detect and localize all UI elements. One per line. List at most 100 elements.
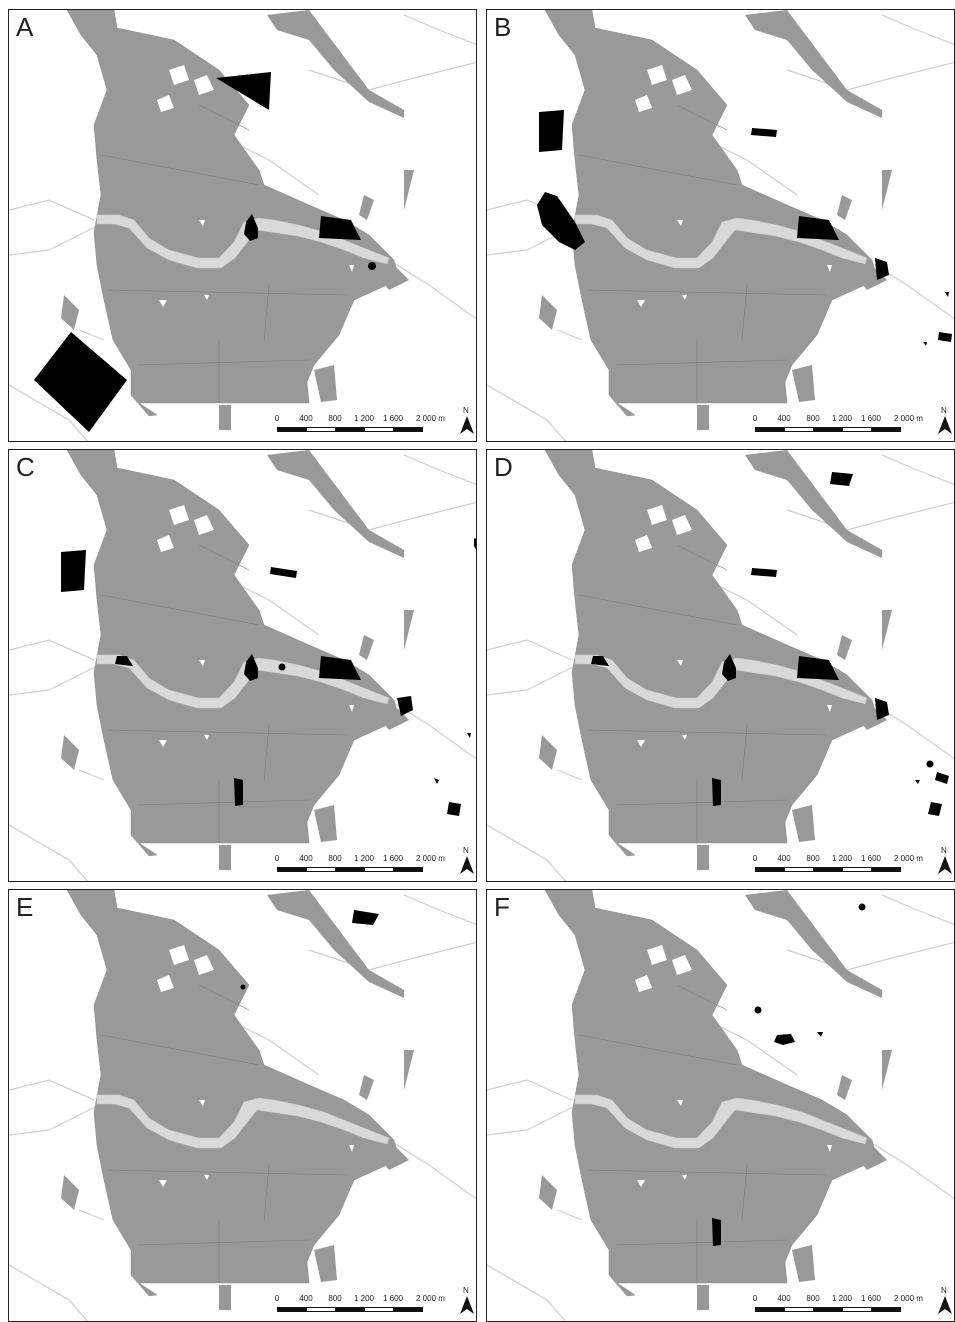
scale-bar-tick-label: 1 200 (353, 854, 375, 863)
land-area (697, 845, 709, 870)
parcel-boundary (676, 984, 728, 1011)
road-line (881, 14, 954, 45)
land-gap (677, 1100, 683, 1106)
scale-bar-tick-label: 2 000 m (894, 854, 923, 863)
land-gap (682, 1175, 687, 1180)
scale-bar-tick-label: 1 200 (831, 854, 853, 863)
map-canvas (9, 10, 476, 441)
study-area-shape (270, 567, 297, 578)
land-gap (159, 740, 167, 747)
land-gap (274, 1028, 284, 1040)
land-gap (349, 265, 354, 272)
scale-bar-tick-label: 0 (752, 854, 758, 863)
scale-bar-tick-label: 1 200 (831, 414, 853, 423)
land-area (847, 1145, 887, 1170)
study-area-shape (244, 214, 258, 241)
parcel-boundary (138, 799, 310, 806)
land-gap (194, 955, 214, 975)
land-gap (349, 1145, 354, 1152)
land-area (314, 805, 337, 842)
road-line (9, 199, 95, 221)
north-arrow: N (460, 846, 474, 876)
scale-bar-tick-label: 2 000 m (416, 854, 445, 863)
study-area-shape (928, 802, 942, 816)
scale-bar: 0 400 800 1 200 1 600 2 000 m (274, 854, 462, 878)
study-area-shape (539, 110, 564, 152)
base-map (9, 450, 476, 881)
road-line (9, 664, 100, 696)
scale-bar: 0 400 800 1 200 1 600 2 000 m (753, 1294, 940, 1318)
map-canvas (487, 890, 954, 1321)
north-arrow: N (938, 846, 952, 876)
scale-bar-tick-label: 0 (274, 854, 280, 863)
road-line (308, 941, 476, 971)
parcel-boundary (578, 154, 738, 186)
parcel-boundary (100, 1034, 260, 1066)
land-area (792, 365, 815, 402)
scale-bar-segment (871, 427, 901, 432)
study-area-shape (467, 733, 471, 738)
study-areas (61, 538, 476, 816)
scale-bar-segment (393, 1307, 423, 1312)
scale-bar-segment (277, 1307, 307, 1312)
scale-bar-segment (755, 867, 785, 872)
map-panel-e: E 0 400 800 1 200 1 600 2 000 m N (8, 889, 477, 1322)
study-areas (34, 72, 376, 432)
parcel-boundary (138, 359, 310, 366)
river (96, 214, 390, 269)
road-line (556, 329, 583, 341)
land-area (61, 1175, 79, 1210)
parcel-boundary (586, 1169, 828, 1176)
north-letter: N (941, 406, 947, 415)
scale-bar-tick-label: 1 600 (860, 1294, 882, 1303)
land-gap (199, 1100, 205, 1106)
study-area-shape (935, 772, 949, 784)
map-canvas (487, 10, 954, 441)
study-area-shape (923, 342, 927, 346)
study-area-shape (751, 128, 777, 137)
scale-bar: 0 400 800 1 200 1 600 2 000 m (275, 1294, 462, 1318)
north-letter: N (463, 1286, 469, 1295)
parcel-boundary (616, 799, 788, 806)
land-gap (157, 975, 174, 992)
panel-label: C (16, 452, 35, 482)
land-gap (672, 515, 692, 535)
parcel-boundary (578, 594, 738, 626)
road-line (556, 1209, 583, 1221)
road-line (388, 259, 476, 320)
road-line (487, 664, 578, 696)
base-map (9, 10, 476, 441)
scale-bar-tick-label: 400 (777, 1294, 791, 1303)
land-area (792, 1245, 815, 1282)
scale-bar-segment (277, 867, 307, 872)
land-gap (157, 95, 174, 112)
study-area-shape (319, 656, 361, 680)
study-area-shape (278, 663, 286, 671)
scale-bar-tick-label: 800 (328, 854, 342, 863)
land-area (404, 610, 414, 650)
land-area (369, 1145, 409, 1170)
study-area-shape (61, 550, 86, 592)
land-area (745, 450, 882, 558)
scale-bar-tick-label: 1 600 (382, 414, 404, 423)
scale-bar-segment (393, 867, 423, 872)
study-area-shape (712, 778, 721, 806)
land-gap (169, 505, 189, 525)
land-area (404, 170, 414, 210)
parcel-boundary (741, 724, 748, 781)
land-gap (169, 65, 189, 85)
land-gap (274, 588, 284, 600)
land-area (369, 265, 409, 290)
scale-bar-segment (364, 427, 394, 432)
land-area (267, 450, 404, 558)
study-area-shape (319, 216, 361, 240)
scale-bar-tick-label: 1 200 (353, 414, 375, 423)
land-area (219, 405, 231, 430)
parcel-boundary (263, 724, 270, 781)
scale-bar-tick-label: 800 (328, 414, 342, 423)
road-line (9, 1264, 89, 1321)
scale-bar-tick-label: 2 000 m (416, 1294, 445, 1303)
study-area-shape (34, 332, 127, 432)
land-gap (752, 588, 762, 600)
land-gap (157, 535, 174, 552)
